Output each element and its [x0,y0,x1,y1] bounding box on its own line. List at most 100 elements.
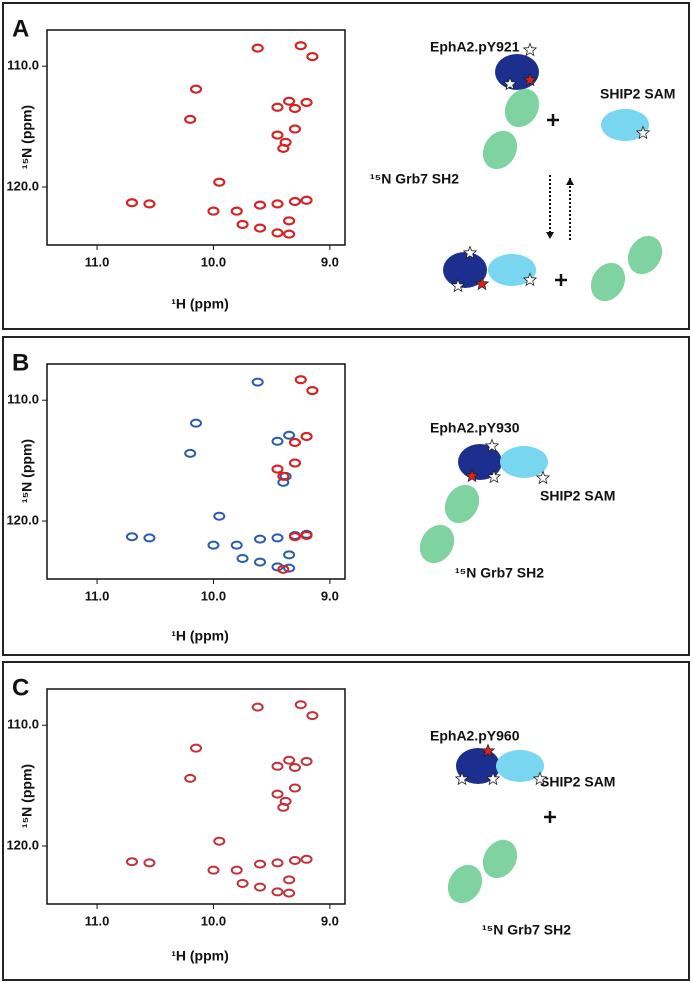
peak [271,228,284,238]
peak [143,533,156,543]
peak [306,52,319,62]
peak [288,763,301,773]
peak [283,875,296,885]
peak [236,878,249,888]
panel-border [2,336,690,656]
peak [288,458,301,468]
annotation: SHIP2 SAM [540,488,615,504]
peak [283,563,296,573]
peak [254,882,267,892]
peak [230,540,243,550]
star-marker [485,771,501,786]
annotation: ¹⁵N Grb7 SH2 [455,565,544,581]
peak [190,84,202,94]
panel-letter: C [12,674,29,701]
star-marker [484,438,500,453]
peak [277,471,290,481]
peak [294,375,307,385]
peak [271,199,284,209]
y-axis-label: ¹⁵N (ppm) [19,439,35,503]
peak [294,700,307,710]
star-marker [462,245,478,260]
peak [125,198,138,208]
peak [288,197,301,207]
peak [271,436,284,446]
peak [288,856,301,866]
annotation: SHIP2 SAM [540,774,615,790]
diagram [419,444,548,564]
peak [288,532,301,542]
peak [294,41,307,51]
peak [271,761,284,771]
peak [300,195,313,205]
star-marker [532,771,548,786]
panel: A ¹H (ppm) ¹⁵N (ppm) EphA2.pY921 SHIP2 S… [2,2,690,330]
peak [207,206,220,216]
peak [271,533,284,543]
peak [283,550,296,560]
peak [254,534,267,544]
y-tick-label: 120.0 [6,178,39,193]
peak [300,531,313,541]
peak [288,104,301,114]
peak [277,564,290,574]
peak [300,756,313,766]
peak [207,865,220,875]
x-tick-label: 9.0 [321,588,339,603]
peak [288,783,301,793]
x-tick-label: 9.0 [321,254,339,269]
peak [283,229,296,239]
peak [283,888,296,898]
annotation: ¹⁵N Grb7 SH2 [370,171,459,187]
plot-frame [46,29,346,246]
peak [143,199,156,209]
peak [184,448,197,458]
peak [254,200,267,210]
peak [254,859,267,869]
annotation: ¹⁵N Grb7 SH2 [482,922,571,938]
x-tick-label: 9.0 [321,913,339,928]
x-axis-label: ¹H (ppm) [171,296,229,312]
peak [277,143,290,153]
star-marker [480,743,496,758]
star-marker [464,468,480,483]
x-tick-label: 11.0 [85,913,110,928]
peak [184,114,197,124]
diagram [447,748,556,904]
peak [230,865,243,875]
peak [283,96,296,106]
peak [283,216,296,226]
peak [254,557,267,567]
y-axis-label: ¹⁵N (ppm) [19,764,35,828]
panel-letter: A [12,15,29,42]
peak [271,464,284,474]
y-axis-label: ¹⁵N (ppm) [19,105,35,169]
panel: B ¹H (ppm) ¹⁵N (ppm) EphA2.pY930 SHIP2 S… [2,336,690,656]
peak [300,97,313,107]
panel-letter: B [12,349,29,376]
peak [184,773,197,783]
y-tick-label: 120.0 [6,837,39,852]
star-marker [635,125,651,140]
peak [213,177,226,187]
peak [306,386,319,396]
star-marker [522,42,538,57]
star-marker [535,470,551,485]
x-axis-label: ¹H (ppm) [171,948,229,964]
annotation: EphA2.pY921 [430,39,520,55]
peak [230,206,243,216]
peak [190,743,202,753]
peak [125,857,138,867]
y-tick-label: 110.0 [7,392,39,407]
star-marker [522,272,538,287]
peak [300,854,313,864]
peak [254,223,267,233]
peak [143,858,156,868]
peak [288,438,301,448]
y-tick-label: 120.0 [6,512,39,527]
peak [251,43,264,53]
x-tick-label: 10.0 [201,588,226,603]
peak [236,219,249,229]
star-marker [450,278,466,293]
annotation: EphA2.pY930 [430,420,520,436]
